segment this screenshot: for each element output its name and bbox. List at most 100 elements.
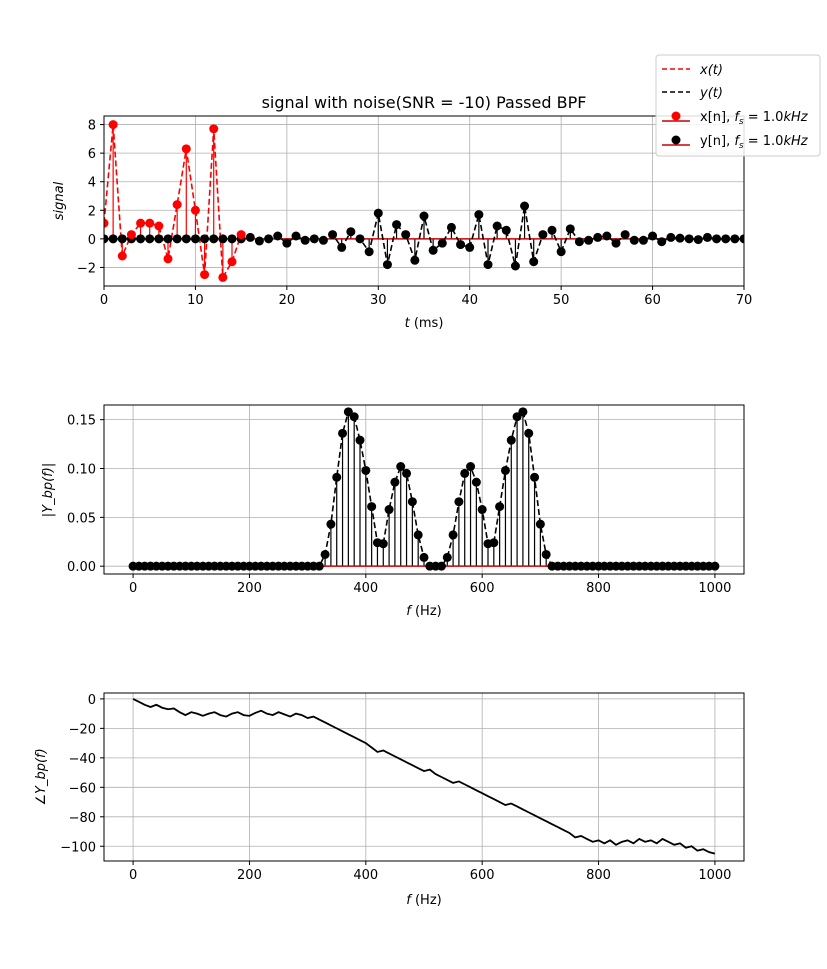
y-sample-point xyxy=(420,212,429,221)
magnitude-point xyxy=(501,466,510,475)
y-sample-point xyxy=(228,234,237,243)
phase-xtick-label: 1000 xyxy=(698,868,731,883)
time-xtick-label: 70 xyxy=(736,293,753,308)
time-ytick-label: 4 xyxy=(88,176,96,191)
mag-xtick-label: 400 xyxy=(353,581,378,596)
mag-ytick-label: 0.05 xyxy=(67,511,96,526)
phase-ytick-label: −40 xyxy=(69,752,96,767)
y-sample-point xyxy=(593,233,602,242)
y-sample-point xyxy=(310,234,319,243)
phase-ytick-label: −20 xyxy=(69,722,96,737)
magnitude-point xyxy=(315,562,324,571)
y-sample-point xyxy=(484,260,493,269)
time-xtick-label: 10 xyxy=(187,293,204,308)
legend-y-fs-unit: kHz xyxy=(783,134,808,149)
magnitude-point xyxy=(710,562,719,571)
y-sample-point xyxy=(685,234,694,243)
y-sample-point xyxy=(337,243,346,252)
y-sample-point xyxy=(447,223,456,232)
y-sample-point xyxy=(282,239,291,248)
y-sample-point xyxy=(438,239,447,248)
mag-xtick-label: 200 xyxy=(237,581,262,596)
magnitude-point xyxy=(489,538,498,547)
time-plot-xlabel: t (ms) xyxy=(405,316,444,331)
magnitude-point xyxy=(396,462,405,471)
x-sample-point xyxy=(164,254,173,263)
magnitude-point xyxy=(350,412,359,421)
legend-x-fs-unit: kHz xyxy=(783,110,808,125)
x-sample-point xyxy=(145,219,154,228)
y-sample-point xyxy=(511,262,520,271)
mag-xtick-label: 1000 xyxy=(698,581,731,596)
y-sample-point xyxy=(520,202,529,211)
y-sample-point xyxy=(493,222,502,231)
mag-xtick-label: 800 xyxy=(586,581,611,596)
y-sample-point xyxy=(145,234,154,243)
y-sample-point xyxy=(401,230,410,239)
magnitude-point xyxy=(449,530,458,539)
magnitude-point xyxy=(542,550,551,559)
time-xtick-label: 40 xyxy=(461,293,478,308)
magnitude-point xyxy=(536,520,545,529)
magnitude-point xyxy=(518,407,527,416)
time-xtick-label: 20 xyxy=(279,293,296,308)
y-sample-point xyxy=(136,234,145,243)
phase-plot-xlabel: f (Hz) xyxy=(406,893,441,908)
y-sample-point xyxy=(182,234,191,243)
magnitude-plot-xlabel: f (Hz) xyxy=(406,604,441,619)
y-sample-point xyxy=(657,237,666,246)
y-sample-point xyxy=(410,256,419,265)
y-sample-point xyxy=(557,247,566,256)
magnitude-point xyxy=(530,473,539,482)
mag-ytick-label: 0.15 xyxy=(67,414,96,429)
mag-xtick-label: 600 xyxy=(470,581,495,596)
magnitude-point xyxy=(495,502,504,511)
time-ytick-label: −2 xyxy=(77,261,96,276)
magnitude-point xyxy=(379,539,388,548)
phase-xtick-label: 400 xyxy=(353,868,378,883)
magnitude-plot-ylabel: |Y_bp(f)| xyxy=(41,463,56,517)
y-sample-point xyxy=(548,226,557,235)
time-ytick-label: 0 xyxy=(88,233,96,248)
magnitude-point xyxy=(361,466,370,475)
y-sample-point xyxy=(200,234,209,243)
y-sample-point xyxy=(255,237,264,246)
y-sample-point xyxy=(346,227,355,236)
magnitude-point xyxy=(390,478,399,487)
mag-ytick-label: 0.10 xyxy=(67,462,96,477)
legend-y-line-label: y(t) xyxy=(699,86,723,101)
y-sample-point xyxy=(328,230,337,239)
y-sample-point xyxy=(630,236,639,245)
y-sample-point xyxy=(191,234,200,243)
y-sample-point xyxy=(730,234,739,243)
phase-xlabel-unit: (Hz) xyxy=(411,893,442,908)
time-xtick-label: 0 xyxy=(100,293,108,308)
x-sample-point xyxy=(228,257,237,266)
time-ytick-label: 2 xyxy=(88,204,96,219)
y-sample-point xyxy=(584,236,593,245)
phase-plot-ylabel: ∠Y_bp(f) xyxy=(34,748,49,805)
x-sample-point xyxy=(200,270,209,279)
phase-ytick-label: 0 xyxy=(88,693,96,708)
x-sample-point xyxy=(191,206,200,215)
magnitude-point xyxy=(420,553,429,562)
legend-x-stem-prefix: x[n], xyxy=(700,110,734,125)
magnitude-point xyxy=(338,429,347,438)
x-sample-point xyxy=(154,222,163,231)
magnitude-point xyxy=(524,429,533,438)
y-sample-point xyxy=(319,236,328,245)
y-sample-point xyxy=(648,232,657,241)
x-sample-point xyxy=(118,252,127,261)
y-sample-point xyxy=(164,234,173,243)
legend: x(t) y(t) x[n], fs = 1.0kHz y[n], fs = 1… xyxy=(656,55,820,156)
phase-xtick-label: 800 xyxy=(586,868,611,883)
magnitude-point xyxy=(326,520,335,529)
phase-ytick-label: −100 xyxy=(60,840,96,855)
phase-ytick-label: −60 xyxy=(69,781,96,796)
legend-y-fs-value: = 1.0 xyxy=(744,134,784,149)
legend-x-stem-marker xyxy=(672,112,681,121)
y-sample-point xyxy=(109,234,118,243)
mag-xlabel-unit: (Hz) xyxy=(411,604,442,619)
y-sample-point xyxy=(666,233,675,242)
y-sample-point xyxy=(712,234,721,243)
